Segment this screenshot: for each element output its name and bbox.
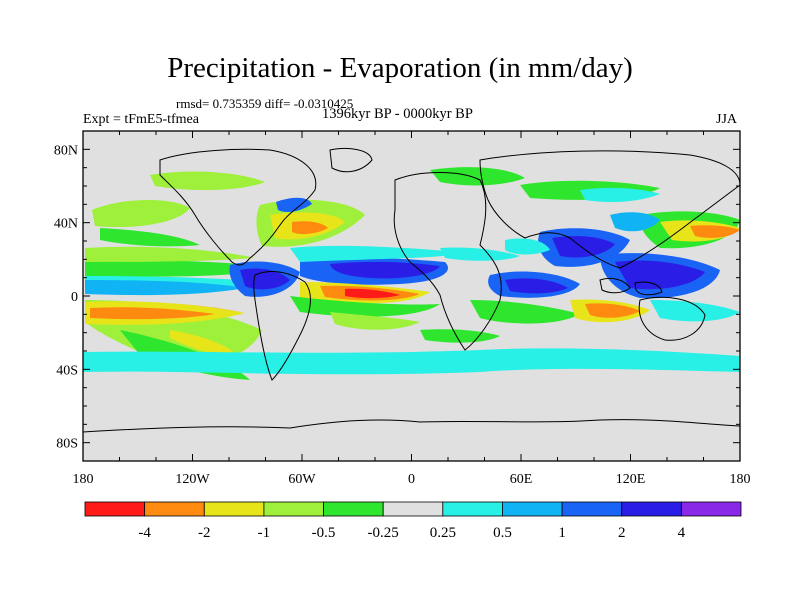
lon-tick-labels: 180 120W 60W 0 60E 120E 180	[73, 472, 751, 487]
colorbar	[84, 501, 742, 517]
south-asian-monsoon-core	[552, 236, 615, 258]
tropical-atlantic-cyan	[290, 245, 460, 262]
colorbar-label: 2	[618, 525, 626, 541]
maritime-continent-dry	[585, 303, 640, 318]
southern-ocean-cyan	[83, 348, 740, 375]
north-pacific-green-2	[100, 228, 200, 247]
field-shading	[83, 167, 740, 380]
colorbar-label: 0.25	[430, 525, 456, 541]
southern-ocean-green	[420, 329, 500, 343]
north-america-coast	[159, 148, 317, 266]
canada-green	[150, 171, 265, 191]
colorbar-label: -1	[258, 525, 271, 541]
tropical-atlantic-wet-core	[330, 261, 440, 279]
colorbar-swatch	[323, 501, 384, 517]
greenland-coast	[329, 147, 373, 173]
colorbar-label: -4	[138, 525, 151, 541]
season-label: JJA	[716, 112, 738, 127]
north-pacific-wet-band	[85, 260, 270, 277]
colorbar-label: -0.5	[312, 525, 336, 541]
map-title: Precipitation - Evaporation (in mm/day)	[167, 52, 633, 84]
gulf-stream-blue	[276, 197, 312, 212]
siberia-cyan	[580, 187, 660, 202]
colorbar-swatch	[144, 501, 205, 517]
colorbar-swatch	[203, 501, 265, 517]
lon-tick-label: 0	[408, 472, 415, 487]
axis-ticks	[82, 130, 741, 462]
lat-tick-label: 80N	[54, 143, 78, 158]
colorbar-labels: -4 -2 -1 -0.5 -0.25 0.25 0.5 1 2 4	[138, 525, 685, 541]
south-atlantic-green-2	[330, 312, 420, 330]
central-pacific-blue	[85, 280, 245, 296]
colorbar-swatch	[621, 501, 682, 517]
central-american-wet-core	[240, 268, 290, 290]
east-asia-blue	[610, 212, 660, 232]
lat-tick-label: 40S	[56, 363, 78, 378]
arabian-cyan	[505, 238, 550, 255]
experiment-label: Expt = tFmE5-tfmea	[83, 112, 199, 127]
east-pacific-dry-core	[90, 307, 215, 320]
lon-tick-label: 120E	[616, 472, 646, 487]
stats-text: rmsd= 0.735359 diff= -0.0310425	[176, 96, 354, 111]
colorbar-swatch	[502, 501, 563, 517]
lat-tick-labels: 80N 40N 0 40S 80S	[54, 143, 78, 451]
colorbar-label: 4	[678, 525, 686, 541]
south-atlantic-green	[290, 296, 440, 317]
europe-africa-coast	[393, 172, 502, 351]
west-pacific-cyan	[650, 300, 740, 322]
south-america-coast	[253, 271, 311, 381]
lon-tick-label: 60W	[288, 472, 316, 487]
lon-tick-label: 120W	[175, 472, 210, 487]
north-atlantic-orange	[292, 221, 328, 235]
indian-ocean-wet-core	[505, 278, 568, 294]
africa-cyan	[440, 247, 520, 261]
south-pacific-yellow	[170, 330, 240, 358]
colorbar-swatch	[561, 501, 623, 517]
asia-coast	[479, 150, 740, 269]
colorbar-label: 1	[558, 525, 566, 541]
lon-tick-label: 180	[730, 472, 751, 487]
south-atlantic-dry-core	[345, 288, 400, 299]
north-pacific-green	[92, 199, 190, 228]
australia-coast	[638, 296, 706, 341]
north-pacific-dry	[690, 225, 740, 238]
colorbar-swatch	[84, 501, 146, 517]
lon-tick-label: 60E	[510, 472, 533, 487]
lat-tick-label: 0	[71, 290, 78, 305]
lat-tick-label: 80S	[56, 437, 78, 452]
colorbar-label: -2	[198, 525, 211, 541]
colorbar-label: 0.5	[493, 525, 512, 541]
colorbar-swatch	[442, 501, 503, 517]
indonesia-coast	[599, 277, 663, 296]
colorbar-swatch	[680, 501, 742, 517]
period-label: 1396kyr BP - 0000kyr BP	[322, 106, 473, 122]
colorbar-swatch	[382, 501, 444, 517]
colorbar-label: -0.25	[368, 525, 399, 541]
lat-tick-label: 40N	[54, 217, 78, 232]
lon-tick-label: 180	[73, 472, 94, 487]
antarctica-coast	[83, 419, 740, 433]
north-pacific-wet-band-2	[85, 246, 255, 262]
colorbar-swatch	[263, 501, 324, 517]
coastlines	[83, 147, 740, 433]
north-atlantic-high-green	[430, 167, 525, 186]
